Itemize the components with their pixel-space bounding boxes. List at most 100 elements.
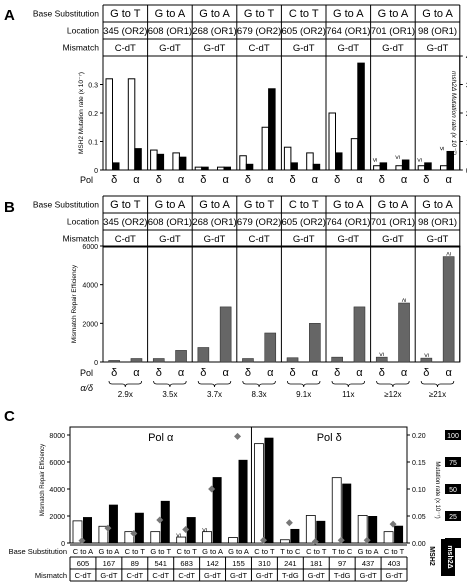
msh2-bar (150, 531, 161, 544)
table-cell: 764 (OR1) (326, 217, 370, 228)
pol-symbol: δ (334, 367, 340, 379)
repair-efficiency-bar (331, 356, 343, 363)
msh2-delta-bar (238, 459, 248, 543)
ratio-bracket (242, 380, 276, 388)
bound-annotation: ≥ (401, 298, 408, 302)
table-cell: C to T (125, 547, 146, 556)
repair-efficiency-bar (286, 357, 299, 363)
repair-efficiency-diamond (208, 485, 216, 493)
table-cell: 167 (103, 559, 116, 568)
msh2-bar (239, 155, 247, 171)
ratio-bracket (153, 380, 187, 388)
msh2-bar (254, 443, 264, 544)
pol-symbol: α (267, 367, 274, 379)
table-cell: C-dT (75, 571, 92, 580)
y-tick-label: 0 (61, 541, 65, 548)
repair-efficiency-diamond (104, 524, 112, 532)
table-cell: 403 (388, 559, 401, 568)
table-cell: G-dT (308, 571, 326, 580)
y2-tick-label: 0.05 (412, 514, 426, 521)
msh2-bar (194, 166, 203, 171)
msh2-bar (279, 539, 290, 544)
repair-efficiency-diamond (156, 516, 164, 524)
repair-efficiency-bar (197, 347, 210, 363)
repair-efficiency-bar (152, 358, 165, 363)
y3-tick-box (445, 430, 461, 440)
y3-tick-box (445, 511, 461, 521)
row-label: Base Substitution (33, 9, 99, 19)
repair-efficiency-bar (353, 306, 366, 363)
pol-symbol: α (178, 174, 185, 186)
msh2-bar (105, 78, 113, 171)
bound-annotation: ≤ (176, 533, 183, 537)
panel-c-plot-frame (69, 426, 408, 544)
msh2-bar (283, 146, 292, 171)
bound-annotation: ≤ (379, 352, 386, 356)
table-cell: G to T (244, 199, 275, 211)
table-cell: G to T (110, 199, 141, 211)
table-cell: T to C (332, 547, 353, 556)
bound-annotation: ≤ (202, 528, 209, 532)
pol-symbol: α (356, 367, 363, 379)
pol-symbol: δ (289, 174, 295, 186)
msh2-delta-bar (160, 500, 170, 543)
msh2-delta-bar (245, 163, 254, 171)
table-cell: 608 (OR1) (148, 26, 192, 37)
msh2-bar (217, 166, 225, 171)
bound-annotation: ≤ (423, 353, 430, 357)
msh2-bar (417, 165, 426, 171)
panel-a-letter: A (4, 7, 15, 24)
table-cell: T to C (280, 547, 301, 556)
bound-annotation: ≤ (439, 146, 446, 150)
table-cell: C-dT (178, 571, 195, 580)
repair-efficiency-bar (108, 360, 120, 363)
y-tick-label: 0.3 (88, 83, 98, 90)
table-cell: C-dT (249, 43, 270, 54)
panel-b-letter: B (4, 199, 15, 216)
y2-tick-label: 0.15 (412, 460, 426, 467)
table-cell: C to T (254, 547, 275, 556)
table-cell: G-dT (100, 571, 118, 580)
y-tick-label: 2000 (82, 321, 98, 328)
y-tick-label: 0.1 (88, 140, 98, 147)
table-cell: 437 (362, 559, 375, 568)
table-cell: G to A (422, 199, 453, 211)
msh2-delta-bar (134, 512, 144, 543)
table-cell: G-dT (159, 43, 181, 54)
table-cell: 155 (232, 559, 245, 568)
table-cell: G to A (98, 547, 119, 556)
table-cell: C to T (306, 547, 327, 556)
legend-msh2: MSH2 (428, 546, 435, 566)
table-cell: 142 (206, 559, 219, 568)
msh2-delta-bar (394, 525, 404, 543)
y2-tick-label: 200 (466, 111, 467, 118)
bound-annotation: ≥ (446, 252, 453, 256)
table-cell: G to A (358, 547, 379, 556)
msh2-bar (228, 537, 238, 544)
pol-symbol: δ (156, 367, 162, 379)
table-cell: C-dT (126, 571, 143, 580)
row-label: Mismatch (63, 43, 100, 53)
pol-symbol: δ (200, 367, 206, 379)
y-tick-label: 4000 (49, 487, 65, 494)
y-tick-label: 6000 (82, 244, 98, 251)
table-cell: C to T (289, 8, 319, 20)
ratio-bracket (420, 380, 455, 388)
pol-alpha-header: Pol α (148, 432, 174, 444)
msh2-bar (357, 515, 368, 544)
table-cell: G-dT (293, 234, 315, 245)
y-axis-label: Mismatch Repair Efficiency (40, 444, 46, 516)
table-cell: 181 (310, 559, 323, 568)
msh2-bar (373, 165, 381, 171)
y2-tick-label: 0.00 (412, 541, 426, 548)
msh2-bar (176, 536, 187, 544)
repair-efficiency-diamond (311, 538, 319, 546)
msh2-delta-bar (316, 520, 326, 543)
table-cell: 679 (OR2) (237, 26, 281, 37)
msh2-delta-bar (264, 437, 274, 543)
table-cell: 764 (OR1) (326, 26, 370, 37)
msh2-bar (328, 112, 336, 171)
pol-row-label: Pol (80, 175, 93, 185)
table-cell: G to T (244, 8, 275, 20)
